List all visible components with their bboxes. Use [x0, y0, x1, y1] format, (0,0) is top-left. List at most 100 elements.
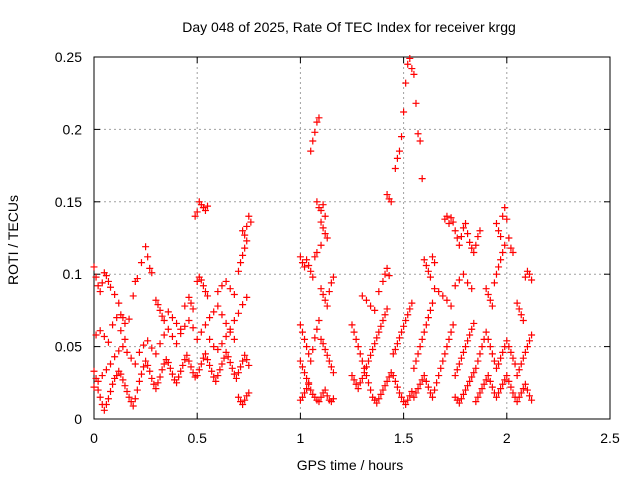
data-point — [383, 191, 391, 199]
data-point — [358, 292, 366, 300]
data-point — [102, 401, 110, 409]
y-tick-label: 0.05 — [55, 339, 82, 355]
data-point — [402, 401, 410, 409]
data-point — [123, 387, 131, 395]
data-point — [173, 379, 181, 387]
data-point — [482, 328, 490, 336]
data-point — [245, 212, 253, 220]
data-point — [404, 60, 412, 68]
data-point — [179, 361, 187, 369]
data-point — [513, 372, 521, 380]
data-point — [519, 354, 527, 362]
data-point — [352, 335, 360, 343]
grid-lines — [94, 57, 610, 419]
data-point — [135, 377, 143, 385]
data-point — [234, 393, 242, 401]
data-point — [121, 382, 129, 390]
data-point — [140, 363, 148, 371]
data-point — [402, 317, 410, 325]
data-point — [164, 359, 172, 367]
data-point — [424, 314, 432, 322]
data-point — [307, 147, 315, 155]
y-tick-label: 0.15 — [55, 194, 82, 210]
data-point — [166, 364, 174, 372]
data-point — [243, 356, 251, 364]
data-point — [125, 393, 133, 401]
data-point — [92, 273, 100, 281]
data-point — [298, 259, 306, 267]
data-point — [499, 348, 507, 356]
plot-frame — [93, 56, 611, 420]
data-point — [197, 328, 205, 336]
data-point — [408, 65, 416, 73]
data-point — [517, 311, 525, 319]
data-point — [148, 344, 156, 352]
data-point — [90, 367, 98, 375]
data-point — [230, 290, 238, 298]
data-point — [410, 364, 418, 372]
data-point — [526, 270, 534, 278]
data-point — [241, 244, 249, 252]
data-point — [152, 385, 160, 393]
data-point — [245, 361, 253, 369]
y-tick-label: 0 — [74, 411, 82, 427]
data-point — [222, 319, 230, 327]
data-point — [420, 372, 428, 380]
data-point — [412, 99, 420, 107]
data-point — [309, 137, 317, 145]
data-point — [319, 201, 327, 209]
data-point — [365, 379, 373, 387]
data-point — [418, 175, 426, 183]
data-point — [243, 237, 251, 245]
data-point — [197, 360, 205, 368]
data-point — [305, 262, 313, 270]
data-point — [129, 402, 137, 410]
data-point — [239, 227, 247, 235]
data-point — [307, 357, 315, 365]
data-point — [94, 386, 102, 394]
data-point — [222, 348, 230, 356]
data-point — [517, 389, 525, 397]
data-point — [488, 350, 496, 358]
data-point — [449, 321, 457, 329]
data-point — [478, 385, 486, 393]
axis-ticks: 0 0.5 1 1.5 2 2.5 0 0.05 0.1 0.15 0.2 0.25 — [55, 49, 620, 446]
data-point — [451, 372, 459, 380]
data-point — [490, 357, 498, 365]
data-point — [501, 204, 509, 212]
data-point — [152, 350, 160, 358]
data-point — [395, 147, 403, 155]
data-point — [511, 360, 519, 368]
data-point — [96, 327, 104, 335]
data-point — [311, 253, 319, 261]
data-point — [296, 321, 304, 329]
data-point — [94, 282, 102, 290]
data-point — [109, 380, 117, 388]
data-point — [482, 376, 490, 384]
data-point — [466, 377, 474, 385]
data-point — [356, 350, 364, 358]
data-point — [222, 277, 230, 285]
data-point — [131, 360, 139, 368]
data-point — [486, 296, 494, 304]
data-point — [402, 79, 410, 87]
data-point — [484, 290, 492, 298]
data-point — [329, 273, 337, 281]
data-point — [319, 340, 327, 348]
data-point — [422, 321, 430, 329]
data-point — [523, 343, 531, 351]
data-point — [104, 338, 112, 346]
x-tick-label: 1 — [297, 430, 305, 446]
data-point — [453, 366, 461, 374]
data-point — [383, 377, 391, 385]
data-point — [389, 350, 397, 358]
data-point — [431, 386, 439, 394]
data-point — [426, 273, 434, 281]
data-point — [408, 299, 416, 307]
data-point — [146, 367, 154, 375]
data-point — [232, 374, 240, 382]
data-point — [371, 306, 379, 314]
data-point — [185, 357, 193, 365]
data-point — [428, 253, 436, 261]
data-point — [90, 383, 98, 391]
